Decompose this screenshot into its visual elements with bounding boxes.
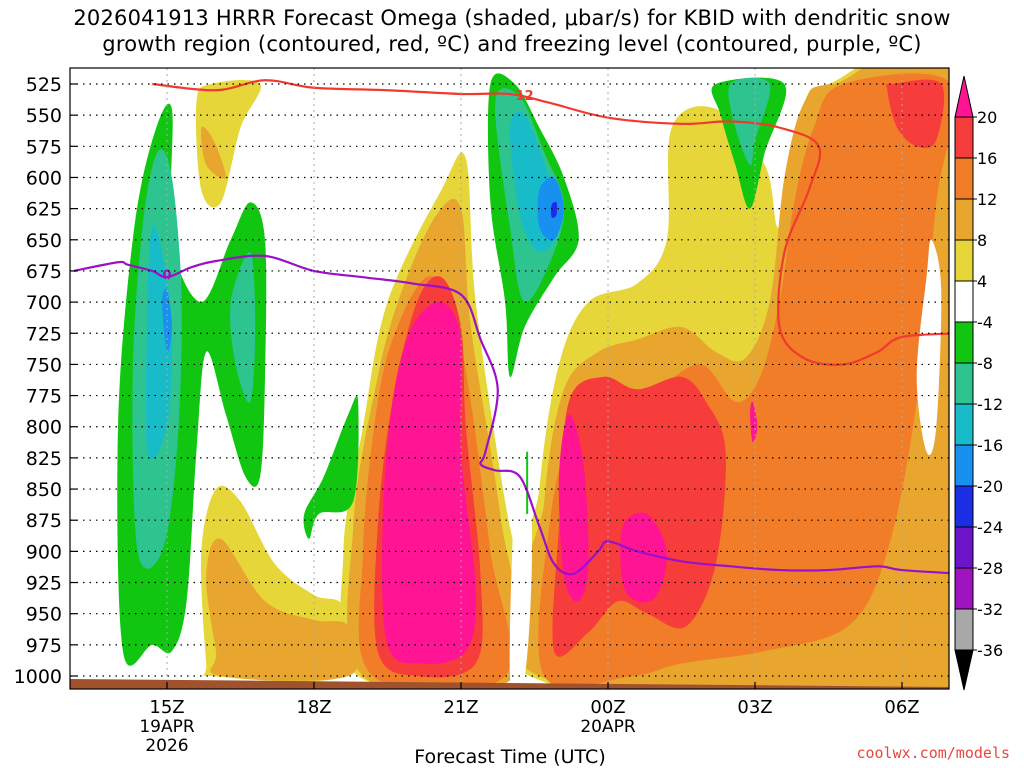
ytick-label-775: 775 — [26, 386, 62, 408]
ytick-label-575: 575 — [26, 136, 62, 158]
ytick-label-925: 925 — [26, 573, 62, 595]
colorbar-label-12: 12 — [977, 190, 997, 209]
ytick-label-900: 900 — [26, 541, 62, 563]
omega-region-16 — [750, 401, 758, 442]
omega-region-13 — [382, 301, 476, 664]
ytick-label-525: 525 — [26, 74, 62, 96]
xtick-date-00Z: 20APR — [580, 717, 636, 737]
colorbar-top-arrow — [954, 75, 974, 118]
colorbar-label--8: -8 — [977, 354, 993, 373]
omega-shading — [117, 68, 949, 689]
ytick-label-650: 650 — [26, 230, 62, 252]
xtick-label-21Z: 21Z — [443, 697, 478, 718]
ytick-label-625: 625 — [26, 199, 62, 221]
terrain-ground — [70, 679, 949, 689]
ground-fill — [70, 679, 949, 689]
colorbar-label--32: -32 — [977, 600, 1003, 619]
x-axis-label: Forecast Time (UTC) — [414, 746, 606, 768]
ytick-label-750: 750 — [26, 354, 62, 376]
ytick-label-850: 850 — [26, 479, 62, 501]
colorbar-segment-4 — [954, 239, 974, 282]
colorbar-segment-1 — [954, 116, 974, 159]
omega-region-15 — [620, 512, 668, 603]
colorbar-label--20: -20 — [977, 477, 1003, 496]
colorbar-label--4: -4 — [977, 313, 993, 332]
omega-region-22 — [229, 251, 256, 403]
colorbar-segment-6 — [954, 321, 974, 364]
freezing-level-label: 0 — [162, 269, 171, 284]
xtick-label-15Z: 15Z — [149, 697, 184, 718]
xtick-label-18Z: 18Z — [296, 697, 331, 718]
xtick-date-15Z: 19APR — [139, 717, 195, 737]
ytick-label-700: 700 — [26, 292, 62, 314]
freezing-level-line — [73, 254, 949, 576]
colorbar-segment-12 — [954, 567, 974, 610]
colorbar-label-4: 4 — [977, 272, 987, 291]
omega-region-29 — [551, 201, 558, 219]
colorbar-segment-9 — [954, 444, 974, 487]
contour-lines: 12 0 — [73, 79, 949, 576]
colorbar-segment-8 — [954, 403, 974, 446]
colorbar-label-8: 8 — [977, 231, 987, 250]
xtick-label-06Z: 06Z — [884, 697, 919, 718]
credit-link[interactable]: coolwx.com/models — [856, 744, 1010, 762]
chart-title-line-1: 2026041913 HRRR Forecast Omega (shaded, … — [73, 6, 951, 30]
gridlines — [70, 68, 949, 689]
colorbar-segment-10 — [954, 485, 974, 528]
omega-void-0 — [916, 239, 942, 456]
chart-title-line-2: growth region (contoured, red, ºC) and f… — [102, 32, 922, 56]
ytick-label-950: 950 — [26, 604, 62, 626]
colorbar-segment-5 — [954, 280, 974, 323]
ytick-label-1000: 1000 — [14, 666, 62, 688]
xtick-label-03Z: 03Z — [737, 697, 772, 718]
ytick-label-825: 825 — [26, 448, 62, 470]
omega-region-3 — [195, 79, 261, 208]
colorbar-segment-13 — [954, 608, 974, 651]
colorbar-label--12: -12 — [977, 395, 1003, 414]
colorbar: 20 16 12 8 4 -4 -8 -12 -16 -20 -24 -28 -32 -36 — [954, 75, 1003, 691]
colorbar-segment-7 — [954, 362, 974, 405]
colorbar-segment-3 — [954, 198, 974, 241]
colorbar-segment-11 — [954, 526, 974, 569]
dgz-contour-line — [152, 79, 949, 366]
colorbar-segment-2 — [954, 157, 974, 200]
xtick-label-00Z: 00Z — [590, 697, 625, 718]
ytick-label-875: 875 — [26, 510, 62, 532]
omega-region-18 — [303, 395, 359, 539]
ytick-label-725: 725 — [26, 323, 62, 345]
omega-region-14 — [558, 414, 589, 602]
plot-frame — [69, 67, 950, 690]
colorbar-bottom-arrow — [954, 649, 974, 691]
ytick-label-800: 800 — [26, 417, 62, 439]
colorbar-label--24: -24 — [977, 518, 1003, 537]
dgz-contour-label: 12 — [516, 89, 534, 104]
omega-region-6 — [206, 538, 360, 681]
colorbar-label--36: -36 — [977, 641, 1003, 660]
colorbar-label-16: 16 — [977, 149, 997, 168]
ytick-label-975: 975 — [26, 635, 62, 657]
omega-region-25 — [145, 225, 173, 460]
colorbar-label--16: -16 — [977, 436, 1003, 455]
colorbar-label-20: 20 — [977, 108, 997, 127]
axes: 525 550 575 600 625 650 675 700 725 750 775 800 825 8… — [14, 67, 950, 756]
omega-region-7 — [200, 126, 226, 179]
colorbar-label--28: -28 — [977, 559, 1003, 578]
ytick-label-675: 675 — [26, 261, 62, 283]
xtick-year-15Z: 2026 — [145, 736, 188, 756]
ytick-label-600: 600 — [26, 167, 62, 189]
ytick-label-550: 550 — [26, 105, 62, 127]
omega-region-12 — [886, 79, 945, 149]
omega-region-28 — [537, 176, 564, 241]
